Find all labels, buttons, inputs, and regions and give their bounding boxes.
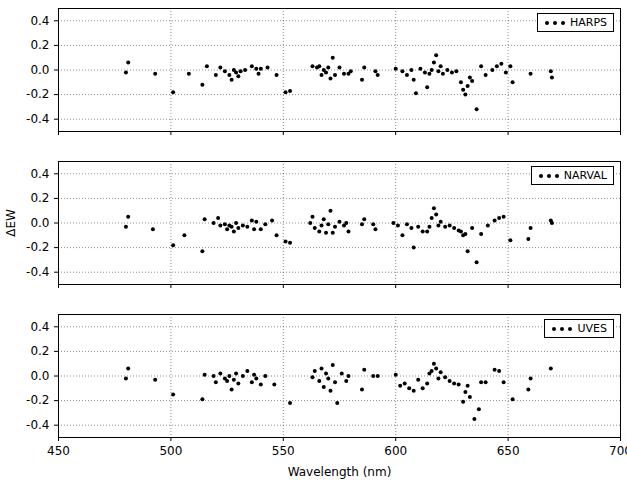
svg-text:0.4: 0.4 bbox=[30, 320, 49, 334]
svg-text:0.0: 0.0 bbox=[30, 369, 49, 383]
svg-text:-0.4: -0.4 bbox=[26, 418, 49, 432]
svg-text:-0.4: -0.4 bbox=[26, 265, 49, 279]
svg-text:Wavelength (nm): Wavelength (nm) bbox=[288, 465, 392, 479]
svg-text:0.2: 0.2 bbox=[30, 344, 49, 358]
html-text:NARVAL: NARVAL bbox=[563, 169, 607, 182]
svg-text:0.2: 0.2 bbox=[30, 191, 49, 205]
svg-text:700: 700 bbox=[609, 444, 627, 458]
svg-text:0.4: 0.4 bbox=[30, 14, 49, 28]
html-text:HARPS: HARPS bbox=[569, 16, 607, 29]
svg-text:0.0: 0.0 bbox=[30, 216, 49, 230]
svg-text:650: 650 bbox=[497, 444, 520, 458]
svg-text:0.2: 0.2 bbox=[30, 38, 49, 52]
svg-text:600: 600 bbox=[384, 444, 407, 458]
svg-text:500: 500 bbox=[159, 444, 182, 458]
svg-text:-0.4: -0.4 bbox=[26, 112, 49, 126]
svg-text:0.0: 0.0 bbox=[30, 63, 49, 77]
svg-text:-0.2: -0.2 bbox=[26, 240, 49, 254]
svg-text:ΔEW: ΔEW bbox=[4, 209, 18, 237]
svg-text:0.4: 0.4 bbox=[30, 167, 49, 181]
svg-text:550: 550 bbox=[272, 444, 295, 458]
svg-text:-0.2: -0.2 bbox=[26, 393, 49, 407]
svg-text:450: 450 bbox=[47, 444, 70, 458]
svg-text:-0.2: -0.2 bbox=[26, 87, 49, 101]
html-text:UVES: UVES bbox=[577, 322, 607, 335]
